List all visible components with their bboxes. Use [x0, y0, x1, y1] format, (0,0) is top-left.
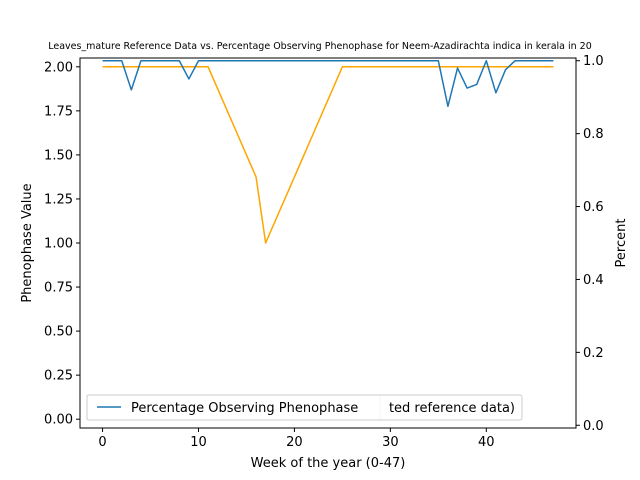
y-tick-label: 0.50 — [44, 325, 73, 340]
y-axis-right: 0.0 0.2 0.4 0.6 0.8 1.0 — [576, 54, 604, 434]
x-tick-label: 0 — [98, 435, 106, 450]
x-axis-label: Week of the year (0-47) — [251, 456, 406, 471]
x-tick-label: 10 — [190, 435, 207, 450]
legend-label-reference: ted reference data) — [389, 401, 515, 416]
x-tick-label: 30 — [382, 435, 399, 450]
y-tick-label: 1.50 — [44, 148, 73, 163]
x-tick-label: 20 — [286, 435, 303, 450]
y2-tick-label: 0.2 — [583, 346, 604, 361]
y2-tick-label: 1.0 — [583, 54, 604, 69]
y-tick-label: 1.75 — [44, 104, 73, 119]
y2-axis-label: Percent — [614, 219, 629, 268]
legend-label-percentage: Percentage Observing Phenophase — [131, 401, 358, 416]
y-tick-label: 0.75 — [44, 281, 73, 296]
y-tick-label: 0.25 — [44, 369, 73, 384]
plot-frame — [79, 57, 577, 429]
y-tick-label: 1.00 — [44, 237, 73, 252]
series-line-percentage — [102, 59, 554, 108]
y-tick-label: 0.00 — [44, 413, 73, 428]
x-axis: 0 10 20 30 40 — [98, 428, 495, 450]
y2-tick-label: 0.0 — [583, 419, 604, 434]
x-tick-label: 40 — [478, 435, 495, 450]
y2-tick-label: 0.6 — [583, 200, 604, 215]
y2-tick-label: 0.8 — [583, 127, 604, 142]
y-axis-left: 0.00 0.25 0.50 0.75 1.00 1.25 1.50 1.75 2.00 — [44, 60, 80, 428]
y2-tick-label: 0.4 — [583, 273, 604, 288]
legend: Percentage Observing Phenophase ted refe… — [86, 394, 523, 421]
legend-box — [86, 394, 523, 421]
y-axis-label: Phenophase Value — [20, 183, 35, 302]
y-tick-label: 2.00 — [44, 60, 73, 75]
y-tick-label: 1.25 — [44, 192, 73, 207]
series-layer — [102, 59, 554, 244]
series-line-reference — [102, 66, 554, 244]
chart-title: Leaves_mature Reference Data vs. Percent… — [48, 41, 592, 52]
